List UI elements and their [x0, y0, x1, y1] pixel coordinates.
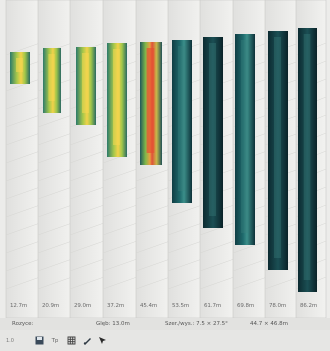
grid-line — [69, 222, 105, 236]
grid-line — [199, 240, 235, 254]
grid-line — [69, 150, 105, 164]
distance-label: 45.4m — [140, 303, 158, 309]
grid-line — [232, 258, 268, 272]
grid-line — [199, 258, 235, 272]
grid-line — [5, 276, 41, 290]
grid-line — [5, 78, 41, 92]
grid-line — [69, 186, 105, 200]
grid-line — [135, 168, 171, 182]
grid-line — [167, 204, 203, 218]
grid-line — [5, 150, 41, 164]
sonar-strip[interactable] — [298, 28, 317, 292]
grid-line — [167, 258, 203, 272]
sonar-strip[interactable] — [140, 42, 162, 165]
grid-line — [199, 222, 235, 236]
distance-label: 61.7m — [204, 303, 222, 309]
distance-label: 29.0m — [74, 303, 92, 309]
distance-label: 12.7m — [10, 303, 28, 309]
grid-line — [199, 276, 235, 290]
grid-line — [232, 240, 268, 254]
sonar-strip[interactable] — [268, 31, 288, 270]
distance-label: 86.2m — [300, 303, 318, 309]
sonar-strip[interactable] — [235, 34, 255, 245]
bottom-toolbar: 1.0 Tp — [0, 330, 330, 351]
sonar-strip[interactable] — [76, 47, 96, 125]
save-icon[interactable] — [34, 336, 44, 345]
grid-line — [5, 258, 41, 272]
toolbar-label[interactable]: Tp — [51, 337, 59, 344]
grid-line — [135, 276, 171, 290]
grid-line — [37, 204, 73, 218]
grid-icon[interactable] — [66, 336, 76, 345]
distance-label: 20.9m — [42, 303, 60, 309]
grid-line — [102, 168, 138, 182]
distance-label: 78.0m — [269, 303, 287, 309]
grid-line — [135, 258, 171, 272]
grid-line — [167, 276, 203, 290]
grid-line — [232, 276, 268, 290]
grid-line — [135, 186, 171, 200]
grid-line — [69, 168, 105, 182]
sonar-strip[interactable] — [107, 43, 127, 157]
grid-line — [37, 222, 73, 236]
grid-line — [135, 240, 171, 254]
cursor-icon[interactable] — [97, 336, 107, 345]
grid-line — [135, 222, 171, 236]
grid-line — [37, 168, 73, 182]
sonar-strip[interactable] — [43, 48, 61, 113]
grid-line — [264, 276, 300, 290]
sonar-strip[interactable] — [10, 52, 30, 84]
status-field-depth: Glęb: 13.0m — [96, 321, 130, 327]
grid-line — [167, 240, 203, 254]
sonar-strip[interactable] — [172, 40, 192, 203]
brush-icon[interactable] — [82, 336, 92, 345]
grid-line — [37, 258, 73, 272]
grid-line — [5, 114, 41, 128]
sonar-3d-viewport[interactable]: 12.7m 20.9m 29.0m 37.2m 45.4m 53.5m 61.7m 69.8m… — [0, 0, 330, 318]
distance-label: 37.2m — [107, 303, 125, 309]
grid-line — [5, 132, 41, 146]
grid-line — [102, 276, 138, 290]
depth-panel — [5, 0, 41, 318]
grid-line — [102, 222, 138, 236]
grid-line — [69, 204, 105, 218]
grid-line — [102, 186, 138, 200]
grid-line — [5, 204, 41, 218]
grid-line — [69, 258, 105, 272]
status-field-area: 44.7 × 46.8m — [250, 321, 288, 327]
grid-line — [102, 258, 138, 272]
grid-line — [167, 222, 203, 236]
sonar-strip[interactable] — [203, 37, 223, 228]
grid-line — [69, 132, 105, 146]
depth-panel — [37, 0, 73, 318]
grid-line — [5, 222, 41, 236]
grid-line — [37, 150, 73, 164]
grid-line — [102, 204, 138, 218]
sonar-strips — [10, 28, 317, 292]
grid-line — [102, 240, 138, 254]
status-field-size: Szer./wys.: 7.5 × 27.5° — [165, 321, 228, 327]
grid-line — [37, 276, 73, 290]
zoom-value: 1.0 — [6, 338, 14, 344]
grid-line — [135, 204, 171, 218]
grid-line — [5, 96, 41, 110]
grid-line — [5, 186, 41, 200]
grid-line — [37, 186, 73, 200]
scene-canvas — [5, 0, 327, 318]
distance-label: 53.5m — [172, 303, 190, 309]
status-bar: Rozyce: Glęb: 13.0m Szer./wys.: 7.5 × 27… — [0, 318, 330, 330]
status-field-1: Rozyce: — [12, 321, 34, 327]
grid-line — [37, 132, 73, 146]
grid-line — [37, 240, 73, 254]
distance-label: 69.8m — [237, 303, 255, 309]
grid-line — [37, 114, 73, 128]
grid-line — [5, 168, 41, 182]
grid-line — [5, 240, 41, 254]
grid-line — [69, 240, 105, 254]
grid-line — [69, 276, 105, 290]
